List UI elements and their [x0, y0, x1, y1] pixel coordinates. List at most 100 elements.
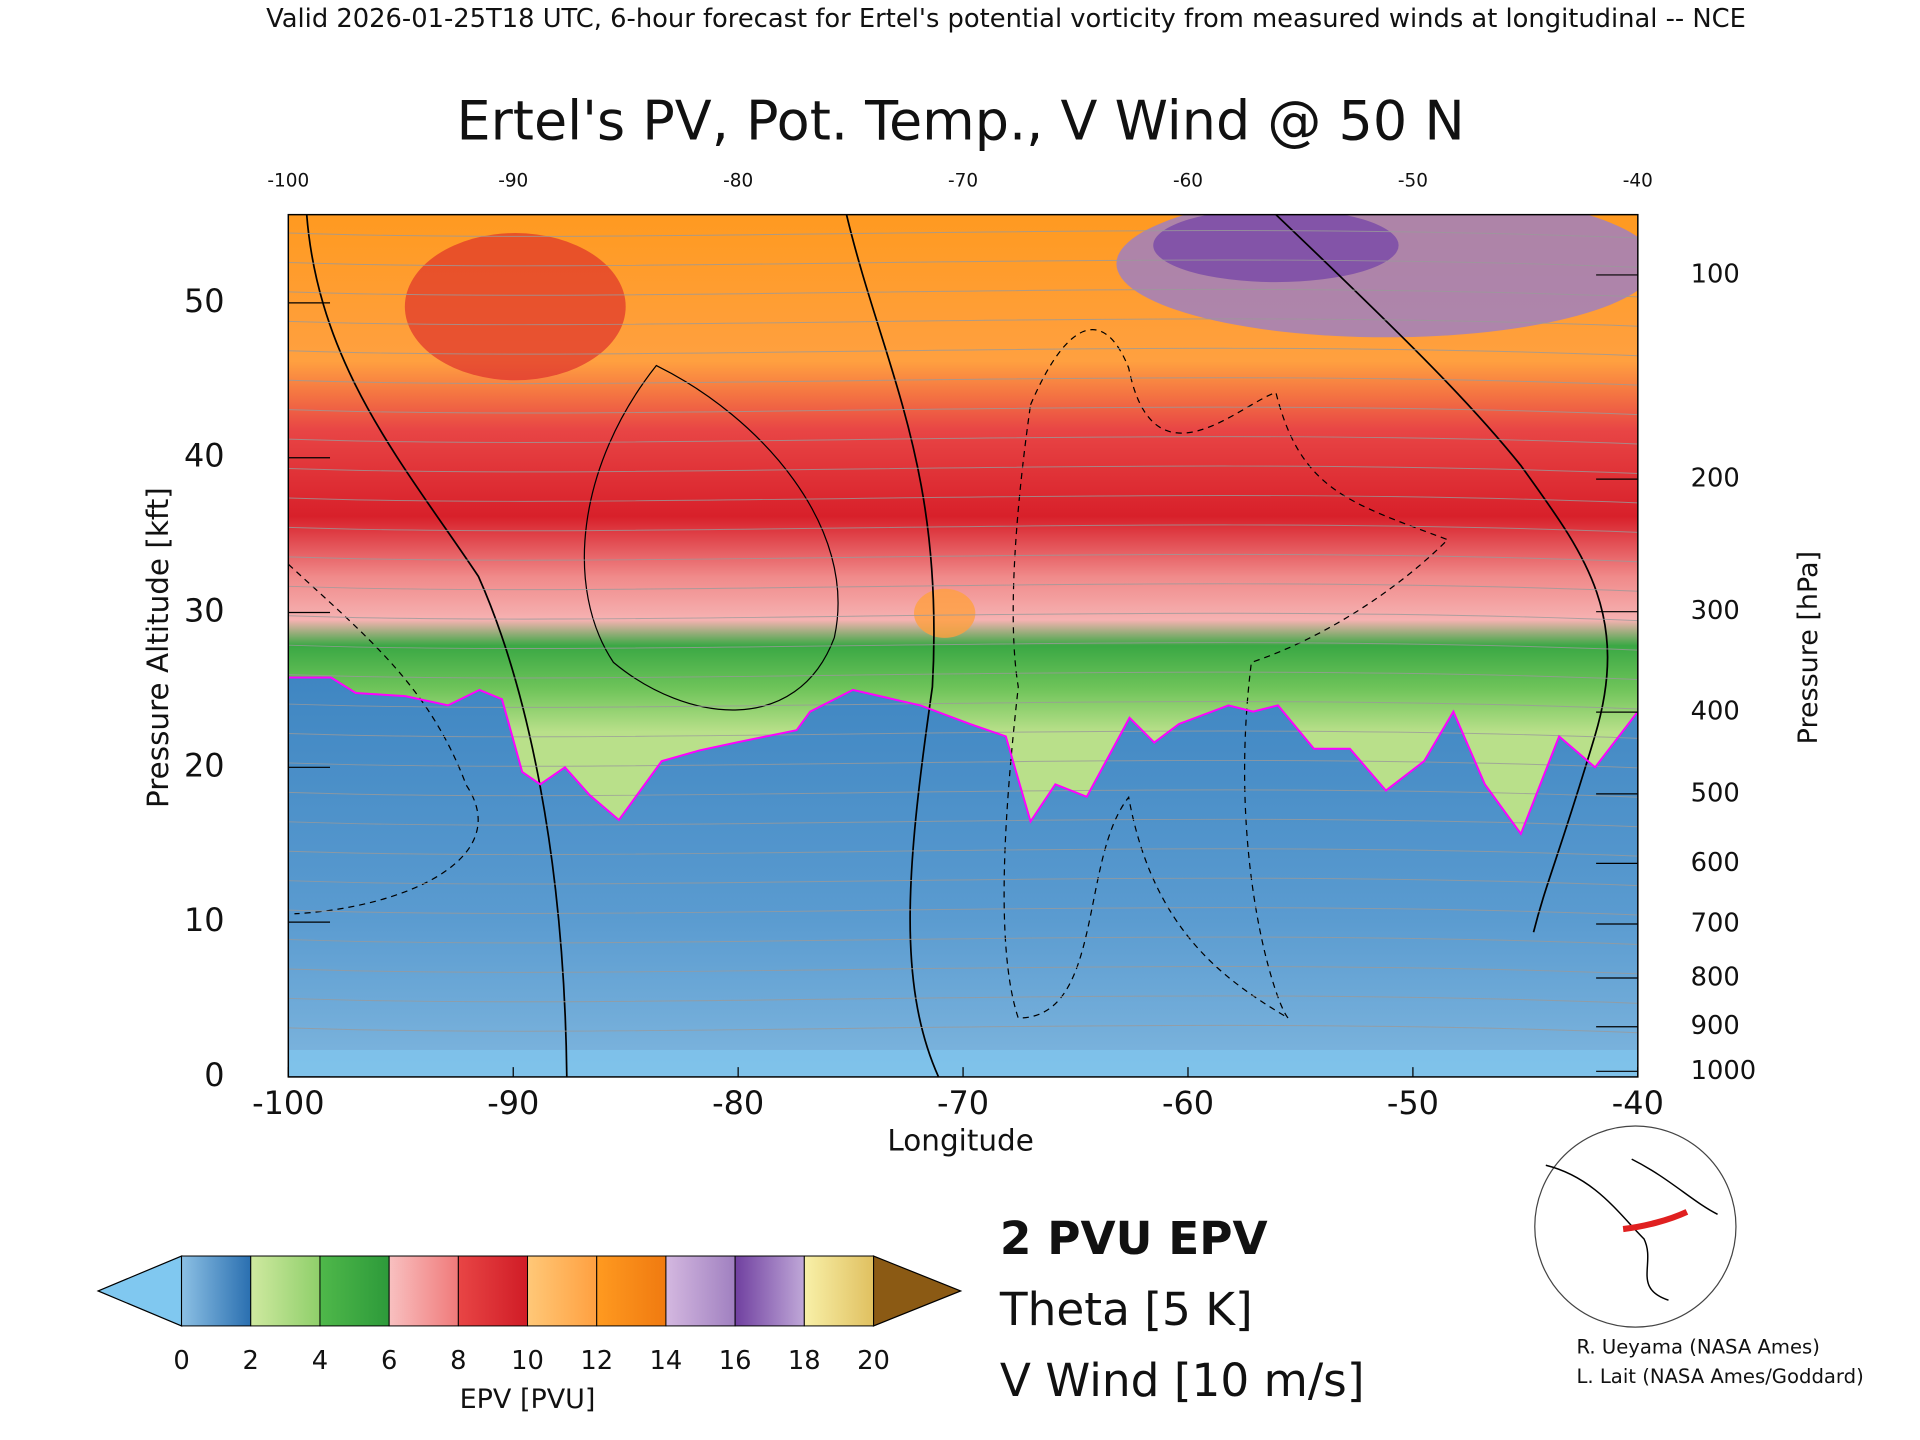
- y2-tick-label: 500: [1691, 778, 1740, 808]
- colorbar-tick-label: 14: [650, 1346, 683, 1376]
- header: Valid 2026-01-25T18 UTC, 6-hour forecast…: [266, 4, 1746, 34]
- colorbar-label: EPV [PVU]: [460, 1384, 596, 1415]
- y-tick-label: 0: [204, 1056, 224, 1094]
- colorbar-segment: [319, 1255, 390, 1327]
- x-axis-label: Longitude: [887, 1123, 1033, 1157]
- y-tick-label: 10: [184, 901, 225, 939]
- v-wind-contour-negative: [288, 563, 479, 915]
- theta-line: [288, 966, 1638, 975]
- x-top-tick-label: -100: [267, 171, 309, 192]
- credit: L. Lait (NASA Ames/Goddard): [1576, 1365, 1863, 1388]
- map-outline: [1534, 1125, 1737, 1328]
- v-wind-contour: [583, 364, 839, 711]
- colorbar-segment: [181, 1255, 252, 1327]
- field-spot: [913, 588, 976, 638]
- colorbar-over: [872, 1255, 963, 1327]
- colorbar-segment: [250, 1255, 321, 1327]
- colorbar-segment: [388, 1255, 459, 1327]
- theta-line: [288, 907, 1638, 916]
- x-top-tick-label: -70: [948, 171, 978, 192]
- theta-line: [288, 671, 1638, 681]
- theta-line: [288, 848, 1638, 857]
- theta-line: [288, 818, 1638, 828]
- colorbar-tick-label: 8: [450, 1346, 466, 1376]
- theta-line: [288, 406, 1638, 416]
- y2-tick-label: 400: [1691, 697, 1740, 727]
- colorbar-tick-label: 16: [719, 1346, 752, 1376]
- y2-tick-label: 300: [1691, 596, 1740, 626]
- theta-line: [288, 612, 1638, 622]
- map-inset: [1534, 1125, 1737, 1328]
- theta-line: [288, 288, 1638, 298]
- credit: R. Ueyama (NASA Ames): [1576, 1336, 1819, 1359]
- colorbar-segment: [665, 1255, 736, 1327]
- colorbar-tick-label: 2: [243, 1346, 259, 1376]
- y2-tick-label: 600: [1691, 848, 1740, 878]
- x-tick-label: -70: [937, 1084, 989, 1122]
- contours: [288, 214, 1638, 1077]
- y2-tick-label: 1000: [1691, 1056, 1757, 1086]
- colorbar-segment: [803, 1255, 874, 1327]
- y-tick-label: 20: [184, 746, 225, 784]
- y2-tick-label: 900: [1691, 1011, 1740, 1041]
- field-purple-dark: [1153, 214, 1399, 283]
- theta-line: [288, 495, 1638, 504]
- x-top-tick-label: -50: [1398, 171, 1428, 192]
- colorbar-segment: [734, 1255, 805, 1327]
- legend-entry: 2 PVU EPV: [1000, 1212, 1268, 1265]
- x-tick-label: -40: [1612, 1084, 1664, 1122]
- theta-line: [288, 877, 1638, 887]
- x-top-tick-label: -90: [498, 171, 528, 192]
- colorbar-segment: [457, 1255, 529, 1327]
- theta-line: [288, 642, 1638, 651]
- colorbar-tick-label: 6: [381, 1346, 397, 1376]
- y-tick-label: 50: [184, 282, 225, 320]
- colorbar-tick-label: 0: [173, 1346, 189, 1376]
- colorbar-tick-label: 4: [312, 1346, 328, 1376]
- theta-line: [288, 524, 1638, 533]
- y2-tick-label: 800: [1691, 962, 1740, 992]
- y-tick-label: 30: [184, 592, 225, 630]
- x-tick-label: -90: [487, 1084, 539, 1122]
- colorbar-segment: [527, 1255, 598, 1327]
- x-tick-label: -100: [252, 1084, 324, 1122]
- y2-tick-label: 200: [1691, 464, 1740, 494]
- colorbar-tick-label: 10: [511, 1346, 544, 1376]
- theta-line: [288, 318, 1638, 327]
- theta-line: [288, 583, 1638, 592]
- theta-line: [288, 995, 1638, 1004]
- y2-tick-label: 100: [1691, 259, 1740, 289]
- theta-line: [288, 759, 1638, 769]
- colorbar-under: [96, 1255, 183, 1327]
- pv2-contour: [288, 676, 1638, 836]
- theta-line: [288, 789, 1638, 798]
- theta-line: [288, 1024, 1638, 1034]
- x-tick-label: -50: [1387, 1084, 1439, 1122]
- colorbar-tick-label: 20: [857, 1346, 890, 1376]
- y2-axis-label: Pressure [hPa]: [1793, 551, 1824, 744]
- theta-line: [288, 230, 1638, 239]
- map-track: [1622, 1209, 1689, 1233]
- x-top-tick-label: -40: [1623, 171, 1653, 192]
- legend-entry: Theta [5 K]: [999, 1283, 1253, 1336]
- y-tick-label: 40: [184, 437, 225, 475]
- theta-line: [288, 730, 1638, 739]
- theta-line: [288, 465, 1638, 474]
- x-tick-label: -80: [712, 1084, 764, 1122]
- legend-entry: V Wind [10 m/s]: [1000, 1354, 1365, 1407]
- theta-line: [288, 377, 1638, 386]
- theta-line: [288, 936, 1638, 945]
- theta-line: [288, 436, 1638, 445]
- field-lower: [288, 677, 1638, 1077]
- field-red: [404, 233, 626, 381]
- y2-tick-label: 700: [1691, 909, 1740, 939]
- field: [288, 214, 1638, 1077]
- y-axis-label: Pressure Altitude [kft]: [141, 487, 175, 808]
- colorbar-tick-label: 18: [788, 1346, 821, 1376]
- colorbar-tick-label: 12: [580, 1346, 613, 1376]
- map-coast: [1545, 1158, 1718, 1301]
- x-top-tick-label: -60: [1173, 171, 1203, 192]
- x-tick-label: -60: [1162, 1084, 1214, 1122]
